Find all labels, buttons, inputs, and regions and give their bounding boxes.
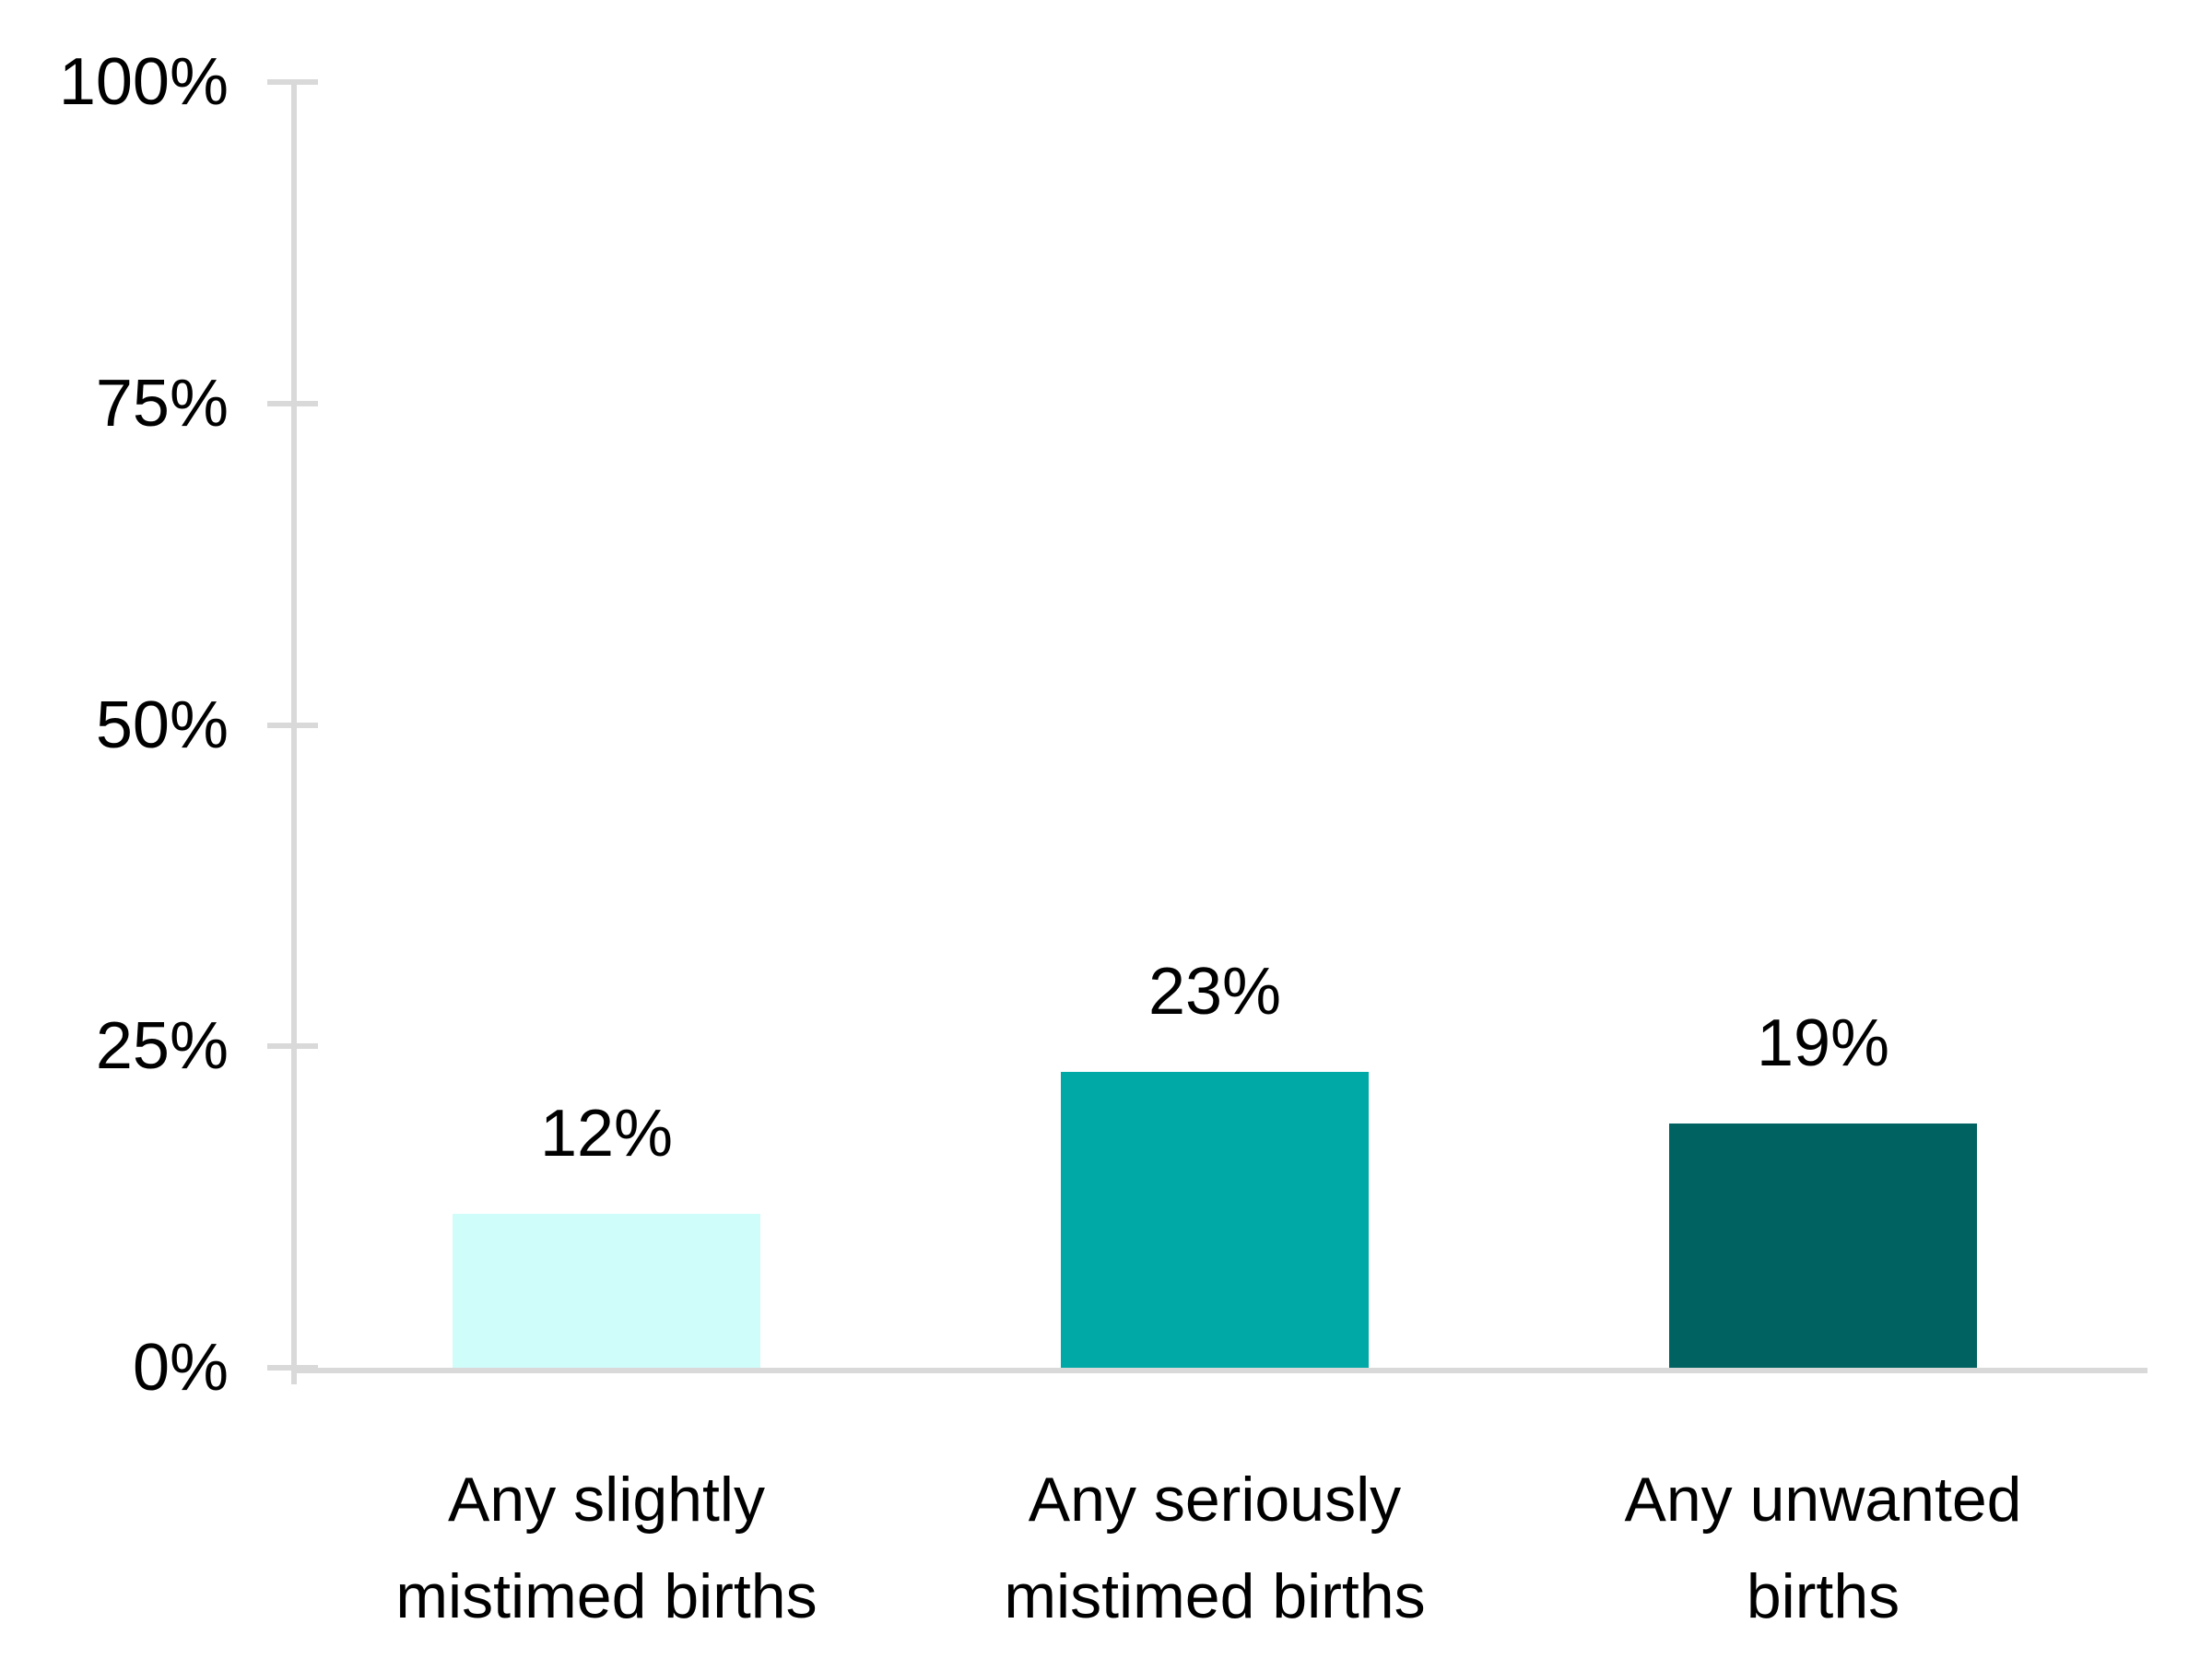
y-axis-tick-75 — [267, 400, 318, 406]
y-axis-tick-100 — [267, 79, 318, 85]
x-axis-baseline — [291, 1368, 2147, 1373]
y-axis-tick-25 — [267, 1043, 318, 1050]
y-axis-tick-label-75: 75% — [95, 366, 229, 441]
y-axis-line — [291, 82, 297, 1384]
category-label-0: Any slightly mistimed births — [302, 1452, 911, 1645]
bar-2 — [1669, 1123, 1977, 1368]
category-label-line: Any slightly — [448, 1465, 765, 1535]
bar-1 — [1061, 1072, 1369, 1368]
category-label-line: births — [1746, 1561, 1900, 1631]
bar-value-label-0: 12% — [539, 1096, 674, 1171]
y-axis-tick-label-25: 25% — [95, 1009, 229, 1084]
category-label-line: Any seriously — [1028, 1465, 1402, 1535]
y-axis-tick-50 — [267, 722, 318, 728]
category-label-line: mistimed births — [1004, 1561, 1426, 1631]
category-label-1: Any seriously mistimed births — [911, 1452, 1519, 1645]
bar-value-label-1: 23% — [1147, 955, 1282, 1030]
category-label-2: Any unwanted births — [1519, 1452, 2127, 1645]
bar-value-label-2: 19% — [1756, 1006, 1890, 1080]
y-axis-tick-label-0: 0% — [132, 1331, 229, 1405]
category-label-line: Any unwanted — [1624, 1465, 2022, 1535]
y-axis-tick-0 — [267, 1365, 318, 1371]
y-axis-tick-label-50: 50% — [95, 688, 229, 762]
category-label-line: mistimed births — [395, 1561, 818, 1631]
y-axis-tick-label-100: 100% — [58, 45, 229, 119]
bar-0 — [453, 1213, 760, 1368]
